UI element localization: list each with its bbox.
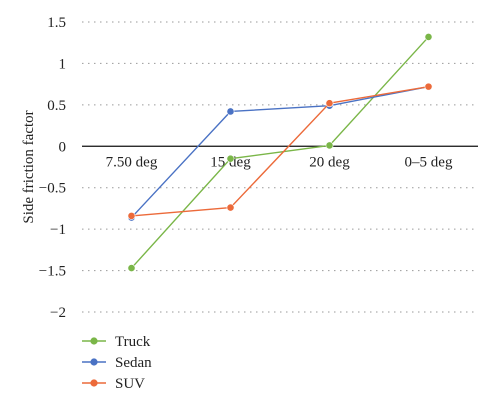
y-tick-label: −1.5 — [39, 264, 66, 280]
truck-point — [226, 154, 235, 163]
legend-label: SUV — [115, 376, 145, 392]
y-tick-label: −1 — [50, 222, 66, 238]
legend-item-suv: SUV — [82, 376, 145, 392]
category-label: 0–5 deg — [405, 154, 453, 170]
suv-point — [127, 211, 136, 220]
truck-line — [130, 36, 430, 269]
legend: Truck Sedan SUV — [82, 334, 152, 392]
category-label: 20 deg — [309, 154, 350, 170]
legend-swatch-marker — [90, 379, 98, 387]
suv-series — [127, 82, 433, 220]
sedan-line — [130, 85, 429, 219]
legend-item-truck: Truck — [82, 334, 151, 350]
series-lines — [127, 33, 433, 272]
y-tick-labels: 1.5 1 0.5 0 −0.5 −1 −1.5 −2 — [39, 15, 66, 321]
y-tick-label: 1 — [59, 56, 67, 72]
legend-label: Sedan — [115, 355, 152, 371]
y-tick-label: −0.5 — [39, 181, 66, 197]
sedan-point — [226, 107, 235, 116]
suv-point — [226, 203, 235, 212]
legend-swatch-marker — [90, 358, 98, 366]
y-axis-label: Side friction factor — [21, 110, 37, 223]
gridlines — [82, 21, 478, 313]
truck-point — [127, 264, 136, 272]
truck-point — [424, 33, 433, 41]
suv-line — [131, 85, 429, 217]
suv-point — [424, 82, 433, 91]
legend-swatch-marker — [90, 337, 98, 345]
y-tick-label: 0.5 — [47, 98, 66, 114]
y-tick-label: −2 — [50, 305, 66, 321]
truck-point — [325, 141, 334, 150]
y-tick-label: 1.5 — [47, 15, 66, 31]
category-label: 7.50 deg — [106, 154, 158, 170]
legend-label: Truck — [115, 334, 151, 350]
legend-item-sedan: Sedan — [82, 355, 152, 371]
y-tick-label: 0 — [59, 139, 67, 155]
truck-series — [127, 33, 433, 272]
suv-point — [325, 99, 334, 108]
